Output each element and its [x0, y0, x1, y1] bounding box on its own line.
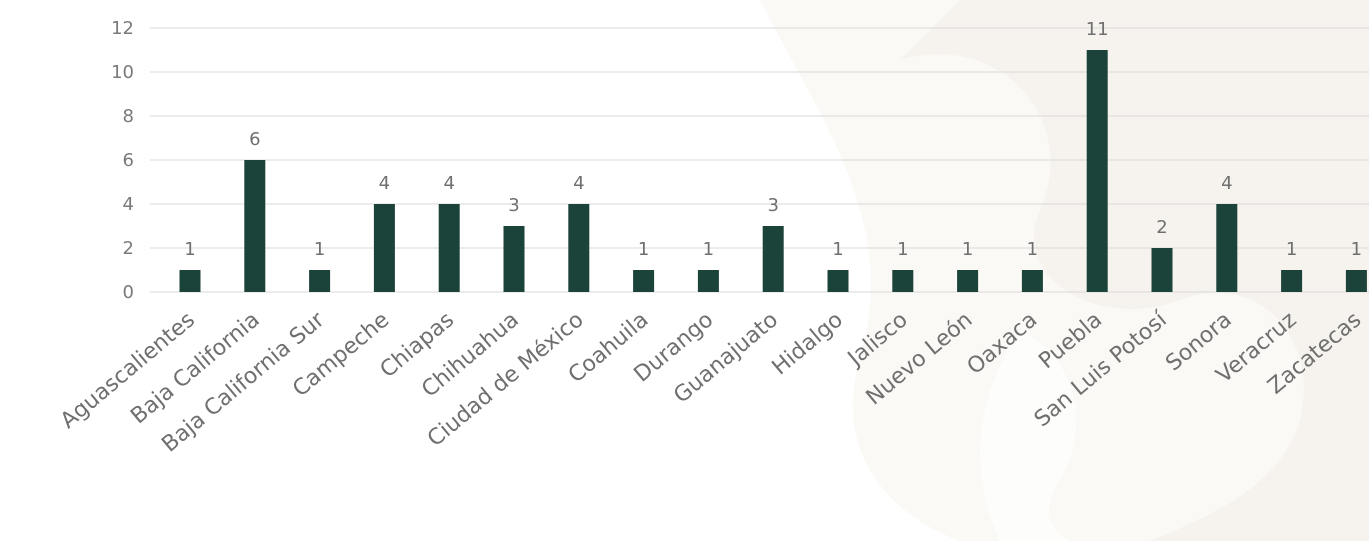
data-label: 4 — [379, 173, 390, 194]
background-watermark — [760, 0, 1369, 541]
y-tick-label: 12 — [111, 18, 134, 39]
bar — [180, 270, 201, 292]
data-label: 1 — [1286, 239, 1297, 260]
data-label: 1 — [1027, 239, 1038, 260]
data-label: 2 — [1156, 217, 1167, 238]
data-label: 4 — [443, 173, 454, 194]
data-label: 6 — [249, 129, 260, 150]
bar — [957, 270, 978, 292]
bar — [1216, 204, 1237, 292]
data-label: 1 — [962, 239, 973, 260]
y-tick-label: 4 — [123, 194, 134, 215]
bar — [892, 270, 913, 292]
y-tick-label: 10 — [111, 62, 134, 83]
bar — [633, 270, 654, 292]
x-category-label: Hidalgo — [768, 307, 848, 380]
data-label: 1 — [314, 239, 325, 260]
bar — [1087, 50, 1108, 292]
data-label: 1 — [184, 239, 195, 260]
y-axis-ticks: 0 2 4 6 8 10 12 — [111, 18, 134, 303]
data-label: 1 — [1351, 239, 1362, 260]
y-tick-label: 2 — [123, 238, 134, 259]
data-label: 3 — [508, 195, 519, 216]
y-tick-label: 0 — [123, 282, 134, 303]
bar — [244, 160, 265, 292]
data-label: 1 — [638, 239, 649, 260]
bar — [698, 270, 719, 292]
data-label: 4 — [1221, 173, 1232, 194]
bar — [1281, 270, 1302, 292]
bar — [1022, 270, 1043, 292]
data-label: 1 — [832, 239, 843, 260]
bar — [309, 270, 330, 292]
bar — [1152, 248, 1173, 292]
bar — [828, 270, 849, 292]
bar — [439, 204, 460, 292]
bar — [374, 204, 395, 292]
data-label: 1 — [703, 239, 714, 260]
data-label: 3 — [767, 195, 778, 216]
y-tick-label: 8 — [123, 106, 134, 127]
data-label: 11 — [1086, 19, 1109, 40]
bar — [1346, 270, 1367, 292]
bar — [568, 204, 589, 292]
bar — [504, 226, 525, 292]
data-label: 4 — [573, 173, 584, 194]
y-tick-label: 6 — [123, 150, 134, 171]
bar — [763, 226, 784, 292]
data-label: 1 — [897, 239, 908, 260]
